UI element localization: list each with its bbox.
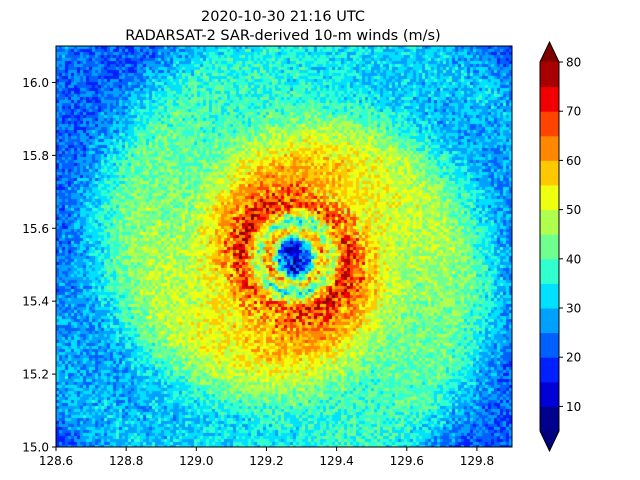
chart-subtitle: RADARSAT-2 SAR-derived 10-m winds (m/s) xyxy=(125,28,440,44)
colorbar-bin xyxy=(540,111,559,137)
colorbar-bin xyxy=(540,332,559,358)
y-tick-label: 16.0 xyxy=(22,76,49,90)
colorbar-bin xyxy=(540,86,559,112)
x-tick-label: 129.6 xyxy=(390,454,424,468)
colorbar-bin xyxy=(540,308,559,334)
colorbar-tick-label: 30 xyxy=(566,302,581,316)
y-tick-label: 15.2 xyxy=(22,368,49,382)
colorbar-tick-label: 70 xyxy=(566,105,581,119)
y-axis: 15.0 15.2 15.4 15.6 15.8 16.0 xyxy=(22,76,56,455)
x-tick-label: 128.8 xyxy=(109,454,143,468)
colorbar-bin xyxy=(540,357,559,383)
colorbar-bin xyxy=(540,381,559,407)
x-tick-label: 129.2 xyxy=(249,454,283,468)
y-tick-label: 15.0 xyxy=(22,441,49,455)
colorbar-over-arrow xyxy=(540,42,559,62)
x-tick-label: 129.8 xyxy=(460,454,494,468)
colorbar-tick-label: 40 xyxy=(566,252,581,266)
colorbar-bin xyxy=(540,62,559,88)
colorbar-tick-label: 20 xyxy=(566,351,581,365)
plot-frame xyxy=(55,45,513,448)
colorbar-tick-label: 10 xyxy=(566,400,581,414)
colorbar-bin xyxy=(540,283,559,309)
x-tick-label: 129.4 xyxy=(319,454,353,468)
colorbar-under-arrow xyxy=(540,431,559,451)
colorbar-bin xyxy=(540,209,559,235)
colorbar-bin xyxy=(540,258,559,284)
colorbar-bin xyxy=(540,160,559,186)
plot-area: 128.6 128.8 129.0 129.2 129.4 129.6 129.8 15.0… xyxy=(22,45,513,468)
chart-title: 2020-10-30 21:16 UTC xyxy=(201,9,365,25)
y-tick-label: 15.4 xyxy=(22,295,49,309)
colorbar-tick-label: 60 xyxy=(566,154,581,168)
y-tick-label: 15.6 xyxy=(22,222,49,236)
colorbar-frame xyxy=(539,40,560,453)
colorbar-bin xyxy=(540,135,559,161)
colorbar: 10 20 30 40 50 60 70 80 xyxy=(539,40,581,453)
x-tick-label: 128.6 xyxy=(39,454,73,468)
wind-field-heatmap xyxy=(56,46,512,447)
colorbar-bin xyxy=(540,234,559,260)
colorbar-bin xyxy=(540,185,559,211)
colorbar-bin xyxy=(540,406,559,432)
colorbar-tick-label: 80 xyxy=(566,56,581,70)
x-tick-label: 129.0 xyxy=(179,454,213,468)
y-tick-label: 15.8 xyxy=(22,149,49,163)
colorbar-tick-label: 50 xyxy=(566,203,581,217)
x-axis: 128.6 128.8 129.0 129.2 129.4 129.6 129.8 xyxy=(39,447,494,468)
